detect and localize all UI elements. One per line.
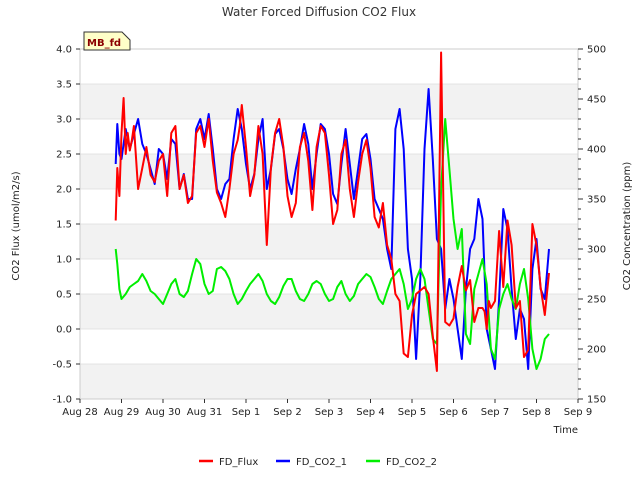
x-tick-label: Sep 3 bbox=[315, 407, 343, 418]
y-tick-label: 0.0 bbox=[56, 325, 72, 336]
x-tick-label: Sep 4 bbox=[356, 407, 384, 418]
y-tick-label: 1.5 bbox=[56, 220, 72, 231]
y2-tick-label: 450 bbox=[587, 95, 606, 106]
y-tick-label: 3.5 bbox=[56, 80, 72, 91]
y-tick-label: -1.0 bbox=[52, 395, 72, 406]
y-axis-left: -1.0 -0.5 0.0 0.5 1.0 1.5 2.0 2.5 3.0 3.5 4.0 bbox=[52, 45, 80, 406]
x-tick-label: Sep 9 bbox=[564, 407, 592, 418]
chart-title: Water Forced Diffusion CO2 Flux bbox=[222, 5, 416, 19]
x-tick-label: Sep 5 bbox=[398, 407, 426, 418]
y-axis-title: CO2 Flux (umol/m2/s) bbox=[11, 171, 22, 280]
legend-label-FD_Flux: FD_Flux bbox=[219, 457, 258, 468]
y2-tick-label: 250 bbox=[587, 295, 606, 306]
site-label-badge: MB_fd bbox=[83, 31, 131, 51]
y-tick-label: 0.5 bbox=[56, 290, 72, 301]
x-tick-label: Sep 1 bbox=[232, 407, 260, 418]
legend: FD_Flux FD_CO2_1 FD_CO2_2 bbox=[199, 457, 437, 468]
series-line-FD_CO2_2 bbox=[114, 118, 550, 370]
y-tick-label: 1.0 bbox=[56, 255, 72, 266]
y-tick-label: 3.0 bbox=[56, 115, 72, 126]
y-tick-label: 4.0 bbox=[56, 45, 72, 56]
series-layer bbox=[114, 51, 550, 372]
y-tick-label: -0.5 bbox=[52, 360, 72, 371]
x-tick-label: Sep 8 bbox=[522, 407, 550, 418]
y2-axis-title: CO2 Concentration (ppm) bbox=[622, 162, 633, 291]
site-label-box bbox=[83, 31, 131, 51]
y2-tick-label: 150 bbox=[587, 395, 606, 406]
legend-label-FD_CO2_1: FD_CO2_1 bbox=[296, 457, 347, 468]
x-tick-label: Aug 28 bbox=[62, 407, 97, 418]
x-tick-label: Sep 6 bbox=[439, 407, 467, 418]
background-band bbox=[80, 364, 578, 399]
x-axis-title: Time bbox=[553, 425, 578, 436]
x-tick-label: Aug 29 bbox=[104, 407, 139, 418]
y2-tick-label: 300 bbox=[587, 245, 606, 256]
x-tick-label: Sep 2 bbox=[273, 407, 301, 418]
y-tick-label: 2.0 bbox=[56, 185, 72, 196]
y2-tick-label: 350 bbox=[587, 195, 606, 206]
x-tick-label: Aug 30 bbox=[145, 407, 180, 418]
x-tick-label: Aug 31 bbox=[187, 407, 222, 418]
x-tick-label: Sep 7 bbox=[481, 407, 509, 418]
y2-tick-label: 500 bbox=[587, 45, 606, 56]
series-line-FD_Flux bbox=[114, 51, 550, 372]
x-axis: Aug 28 Aug 29 Aug 30 Aug 31 Sep 1 Sep 2 Sep 3 S… bbox=[62, 399, 592, 418]
y2-tick-label: 200 bbox=[587, 345, 606, 356]
y-axis-right: 150 200 250 300 350 400 450 500 bbox=[578, 45, 606, 406]
y-tick-label: 2.5 bbox=[56, 150, 72, 161]
site-label-text: MB_fd bbox=[87, 38, 121, 49]
background-band bbox=[80, 224, 578, 259]
y2-tick-label: 400 bbox=[587, 145, 606, 156]
legend-label-FD_CO2_2: FD_CO2_2 bbox=[386, 457, 437, 468]
background-band bbox=[80, 84, 578, 119]
